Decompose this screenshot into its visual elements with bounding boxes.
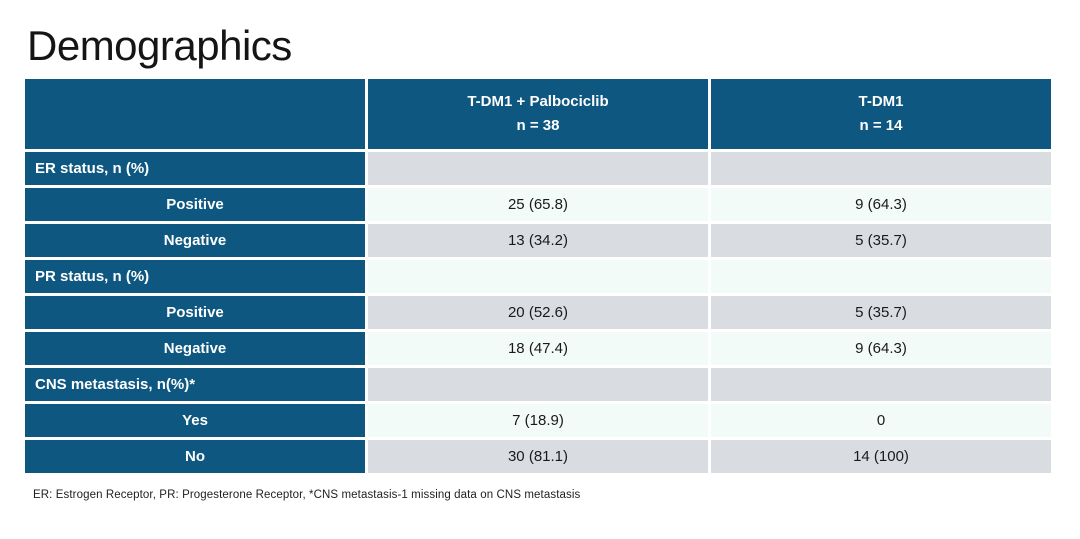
demographics-table: T-DM1 + Palbociclib n = 38 T-DM1 n = 14 … xyxy=(22,76,1054,476)
data-cell: 5 (35.7) xyxy=(711,224,1051,258)
table-header-row: T-DM1 + Palbociclib n = 38 T-DM1 n = 14 xyxy=(25,79,1051,150)
data-cell: 9 (64.3) xyxy=(711,188,1051,222)
data-cell xyxy=(368,368,708,402)
data-cell: 0 xyxy=(711,404,1051,438)
data-cell xyxy=(711,152,1051,186)
row-label-item: Negative xyxy=(25,332,365,366)
column-header-n-count: n = 14 xyxy=(859,117,903,135)
table-row: No 30 (81.1) 14 (100) xyxy=(25,440,1051,474)
footnote-abbreviations: ER: Estrogen Receptor, PR: Progesterone … xyxy=(33,489,581,502)
data-cell: 20 (52.6) xyxy=(368,296,708,330)
data-cell: 14 (100) xyxy=(711,440,1051,474)
data-cell xyxy=(711,260,1051,294)
column-header-n-count: n = 38 xyxy=(516,117,560,135)
column-header-tdm1-palbociclib: T-DM1 + Palbociclib n = 38 xyxy=(368,79,708,150)
page-title: Demographics xyxy=(27,22,292,69)
table-row: Yes 7 (18.9) 0 xyxy=(25,404,1051,438)
column-header-drug-label: T-DM1 xyxy=(858,93,904,111)
data-cell xyxy=(711,368,1051,402)
row-label-item: No xyxy=(25,440,365,474)
table-row: CNS metastasis, n(%)* xyxy=(25,368,1051,402)
data-cell xyxy=(368,260,708,294)
column-header-drug-label: T-DM1 + Palbociclib xyxy=(467,93,609,111)
table-row: Positive 25 (65.8) 9 (64.3) xyxy=(25,188,1051,222)
table-row: ER status, n (%) xyxy=(25,152,1051,186)
table-row: Negative 13 (34.2) 5 (35.7) xyxy=(25,224,1051,258)
table-row: Positive 20 (52.6) 5 (35.7) xyxy=(25,296,1051,330)
row-label-item: Positive xyxy=(25,188,365,222)
row-label-item: Positive xyxy=(25,296,365,330)
row-label-item: Yes xyxy=(25,404,365,438)
data-cell: 9 (64.3) xyxy=(711,332,1051,366)
row-label-item: Negative xyxy=(25,224,365,258)
table-row: PR status, n (%) xyxy=(25,260,1051,294)
header-corner-cell xyxy=(25,79,365,150)
table-row: Negative 18 (47.4) 9 (64.3) xyxy=(25,332,1051,366)
data-cell: 30 (81.1) xyxy=(368,440,708,474)
data-cell: 13 (34.2) xyxy=(368,224,708,258)
column-header-tdm1: T-DM1 n = 14 xyxy=(711,79,1051,150)
row-label-section: PR status, n (%) xyxy=(25,260,365,294)
table-body: ER status, n (%) Positive 25 (65.8) 9 (64.3… xyxy=(25,152,1051,474)
data-cell: 18 (47.4) xyxy=(368,332,708,366)
data-cell: 5 (35.7) xyxy=(711,296,1051,330)
data-cell xyxy=(368,152,708,186)
data-cell: 7 (18.9) xyxy=(368,404,708,438)
row-label-section: CNS metastasis, n(%)* xyxy=(25,368,365,402)
row-label-section: ER status, n (%) xyxy=(25,152,365,186)
data-cell: 25 (65.8) xyxy=(368,188,708,222)
